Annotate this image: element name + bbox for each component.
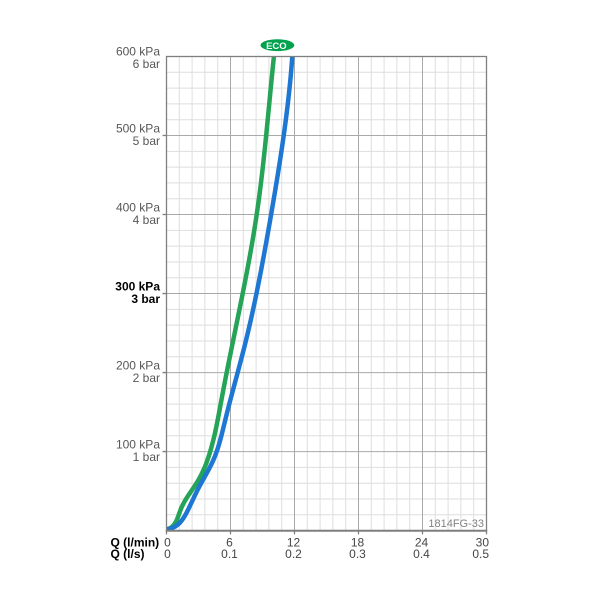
svg-text:0.5: 0.5: [472, 547, 489, 561]
svg-text:24: 24: [415, 535, 429, 549]
svg-text:0: 0: [164, 547, 171, 561]
svg-text:Q (l/min): Q (l/min): [111, 535, 160, 549]
svg-text:400 kPa: 400 kPa: [116, 201, 160, 215]
svg-text:12: 12: [287, 535, 301, 549]
svg-text:5 bar: 5 bar: [133, 134, 160, 148]
svg-text:6: 6: [226, 535, 233, 549]
svg-text:1814FG-33: 1814FG-33: [428, 518, 484, 530]
svg-text:4 bar: 4 bar: [133, 213, 160, 227]
svg-text:Q (l/s): Q (l/s): [111, 547, 145, 561]
svg-text:18: 18: [351, 535, 365, 549]
svg-text:200 kPa: 200 kPa: [116, 359, 160, 373]
svg-text:0.3: 0.3: [349, 547, 366, 561]
svg-text:1 bar: 1 bar: [133, 450, 160, 464]
svg-text:500 kPa: 500 kPa: [116, 122, 160, 136]
svg-text:600 kPa: 600 kPa: [116, 45, 160, 59]
svg-text:3 bar: 3 bar: [131, 292, 160, 306]
svg-text:2 bar: 2 bar: [133, 371, 160, 385]
svg-text:30: 30: [476, 535, 490, 549]
svg-text:0.1: 0.1: [221, 547, 238, 561]
svg-text:0.2: 0.2: [285, 547, 302, 561]
svg-text:300 kPa: 300 kPa: [115, 280, 160, 294]
svg-text:ECO: ECO: [266, 41, 287, 52]
svg-text:100 kPa: 100 kPa: [116, 438, 160, 452]
svg-text:0.4: 0.4: [413, 547, 430, 561]
svg-text:0: 0: [164, 535, 171, 549]
svg-text:6 bar: 6 bar: [133, 57, 160, 71]
